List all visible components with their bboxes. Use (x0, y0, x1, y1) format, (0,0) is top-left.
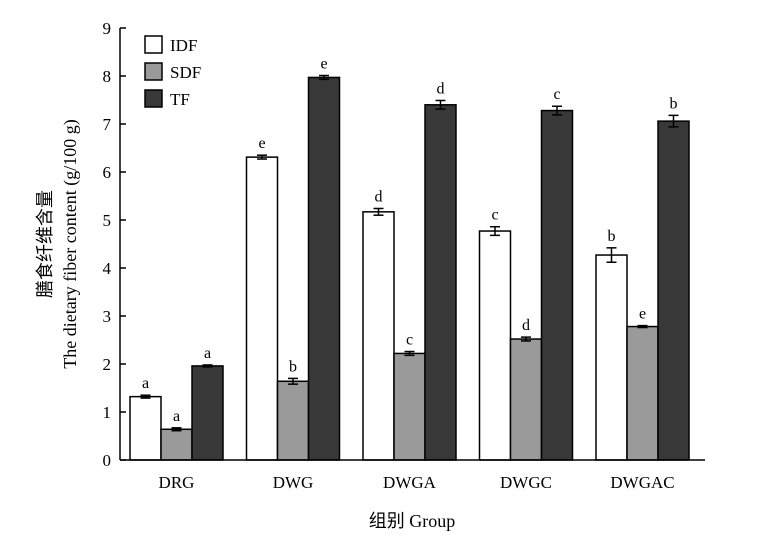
y-axis-title-cn: 膳食纤维含量 (35, 190, 55, 298)
error-bar (490, 225, 500, 237)
y-tick-label: 3 (103, 307, 112, 326)
bar-sdf-dwgac (626, 325, 659, 461)
y-tick-label: 8 (103, 67, 112, 86)
y-tick-label: 5 (103, 211, 112, 230)
legend-item-idf: IDF (144, 35, 197, 55)
significance-letter: d (437, 80, 445, 97)
significance-letter: d (522, 317, 530, 334)
error-bar (552, 105, 562, 116)
significance-letter: a (173, 408, 180, 425)
significance-letter: b (289, 358, 297, 375)
x-tick-label: DWGC (500, 473, 552, 492)
significance-letter: d (375, 188, 383, 205)
significance-letter: e (639, 306, 646, 323)
error-bar (606, 247, 617, 263)
x-tick-label: DWG (273, 473, 314, 492)
y-ticks-layer: 0 1 2 3 4 5 6 7 8 9 (103, 19, 126, 470)
legend-item-tf: TF (144, 89, 190, 109)
significance-letter: b (670, 95, 678, 112)
axes-layer (119, 28, 705, 461)
bar-idf-dwga (362, 211, 395, 461)
bars-layer (129, 76, 690, 461)
bar-tf-dwg (307, 76, 341, 461)
error-bar (668, 114, 679, 128)
significance-letter: c (491, 207, 498, 224)
significance-letter: c (553, 86, 560, 103)
error-bars-layer (140, 74, 679, 432)
error-bar (140, 394, 151, 399)
x-tick-label: DWGA (383, 473, 437, 492)
bar-tf-drg (191, 365, 224, 461)
bar-tf-dwga (424, 104, 457, 461)
x-tick-label: DWGAC (610, 473, 674, 492)
error-bar (257, 154, 267, 160)
significance-letter: a (204, 345, 211, 362)
legend-label: IDF (170, 36, 197, 55)
bar-sdf-dwga (393, 352, 426, 461)
bar-tf-dwgac (657, 120, 690, 461)
error-bar (435, 99, 446, 110)
legend-swatch (144, 62, 163, 81)
significance-letter: e (320, 56, 327, 73)
significance-letters-layer: a a a e b e d c d c d c b e b (142, 56, 678, 425)
bar-idf-dwg (245, 156, 279, 461)
y-tick-label: 0 (103, 451, 112, 470)
error-bar (202, 364, 213, 368)
y-tick-label: 2 (103, 355, 112, 374)
bar-idf-dwgac (595, 254, 628, 461)
significance-letter: a (142, 375, 149, 392)
error-bar (637, 324, 648, 329)
legend-label: TF (170, 90, 190, 109)
error-bar (288, 377, 298, 385)
bar-sdf-drg (160, 428, 193, 461)
x-ticks-layer: DRG DWG DWGA DWGC DWGAC (159, 473, 675, 492)
legend-label: SDF (170, 63, 201, 82)
bar-sdf-dwg (276, 380, 310, 461)
significance-letter: b (608, 228, 616, 245)
error-bar (171, 427, 182, 432)
error-bar (521, 336, 531, 342)
y-tick-label: 1 (103, 403, 112, 422)
y-axis-title: 膳食纤维含量 The dietary fiber content (g/100 … (35, 119, 81, 368)
y-tick-label: 9 (103, 19, 112, 38)
bar-idf-drg (129, 395, 162, 461)
bar-sdf-dwgc (509, 338, 543, 461)
y-tick-label: 4 (103, 259, 112, 278)
error-bar (373, 207, 384, 216)
legend-swatch (144, 35, 163, 54)
x-tick-label: DRG (159, 473, 195, 492)
bar-tf-dwgc (540, 109, 574, 461)
error-bar (319, 74, 329, 81)
bar-idf-dwgc (478, 230, 512, 461)
significance-letter: e (258, 135, 265, 152)
y-tick-label: 6 (103, 163, 112, 182)
significance-letter: c (406, 332, 413, 349)
y-axis-title-en: The dietary fiber content (g/100 g) (60, 119, 81, 368)
error-bar (404, 350, 415, 357)
x-axis-title: 组别 Group (369, 511, 456, 531)
legend-swatch (144, 89, 163, 108)
legend-item-sdf: SDF (144, 62, 201, 82)
legend: IDF SDF TF (144, 35, 201, 109)
y-tick-label: 7 (103, 115, 112, 134)
